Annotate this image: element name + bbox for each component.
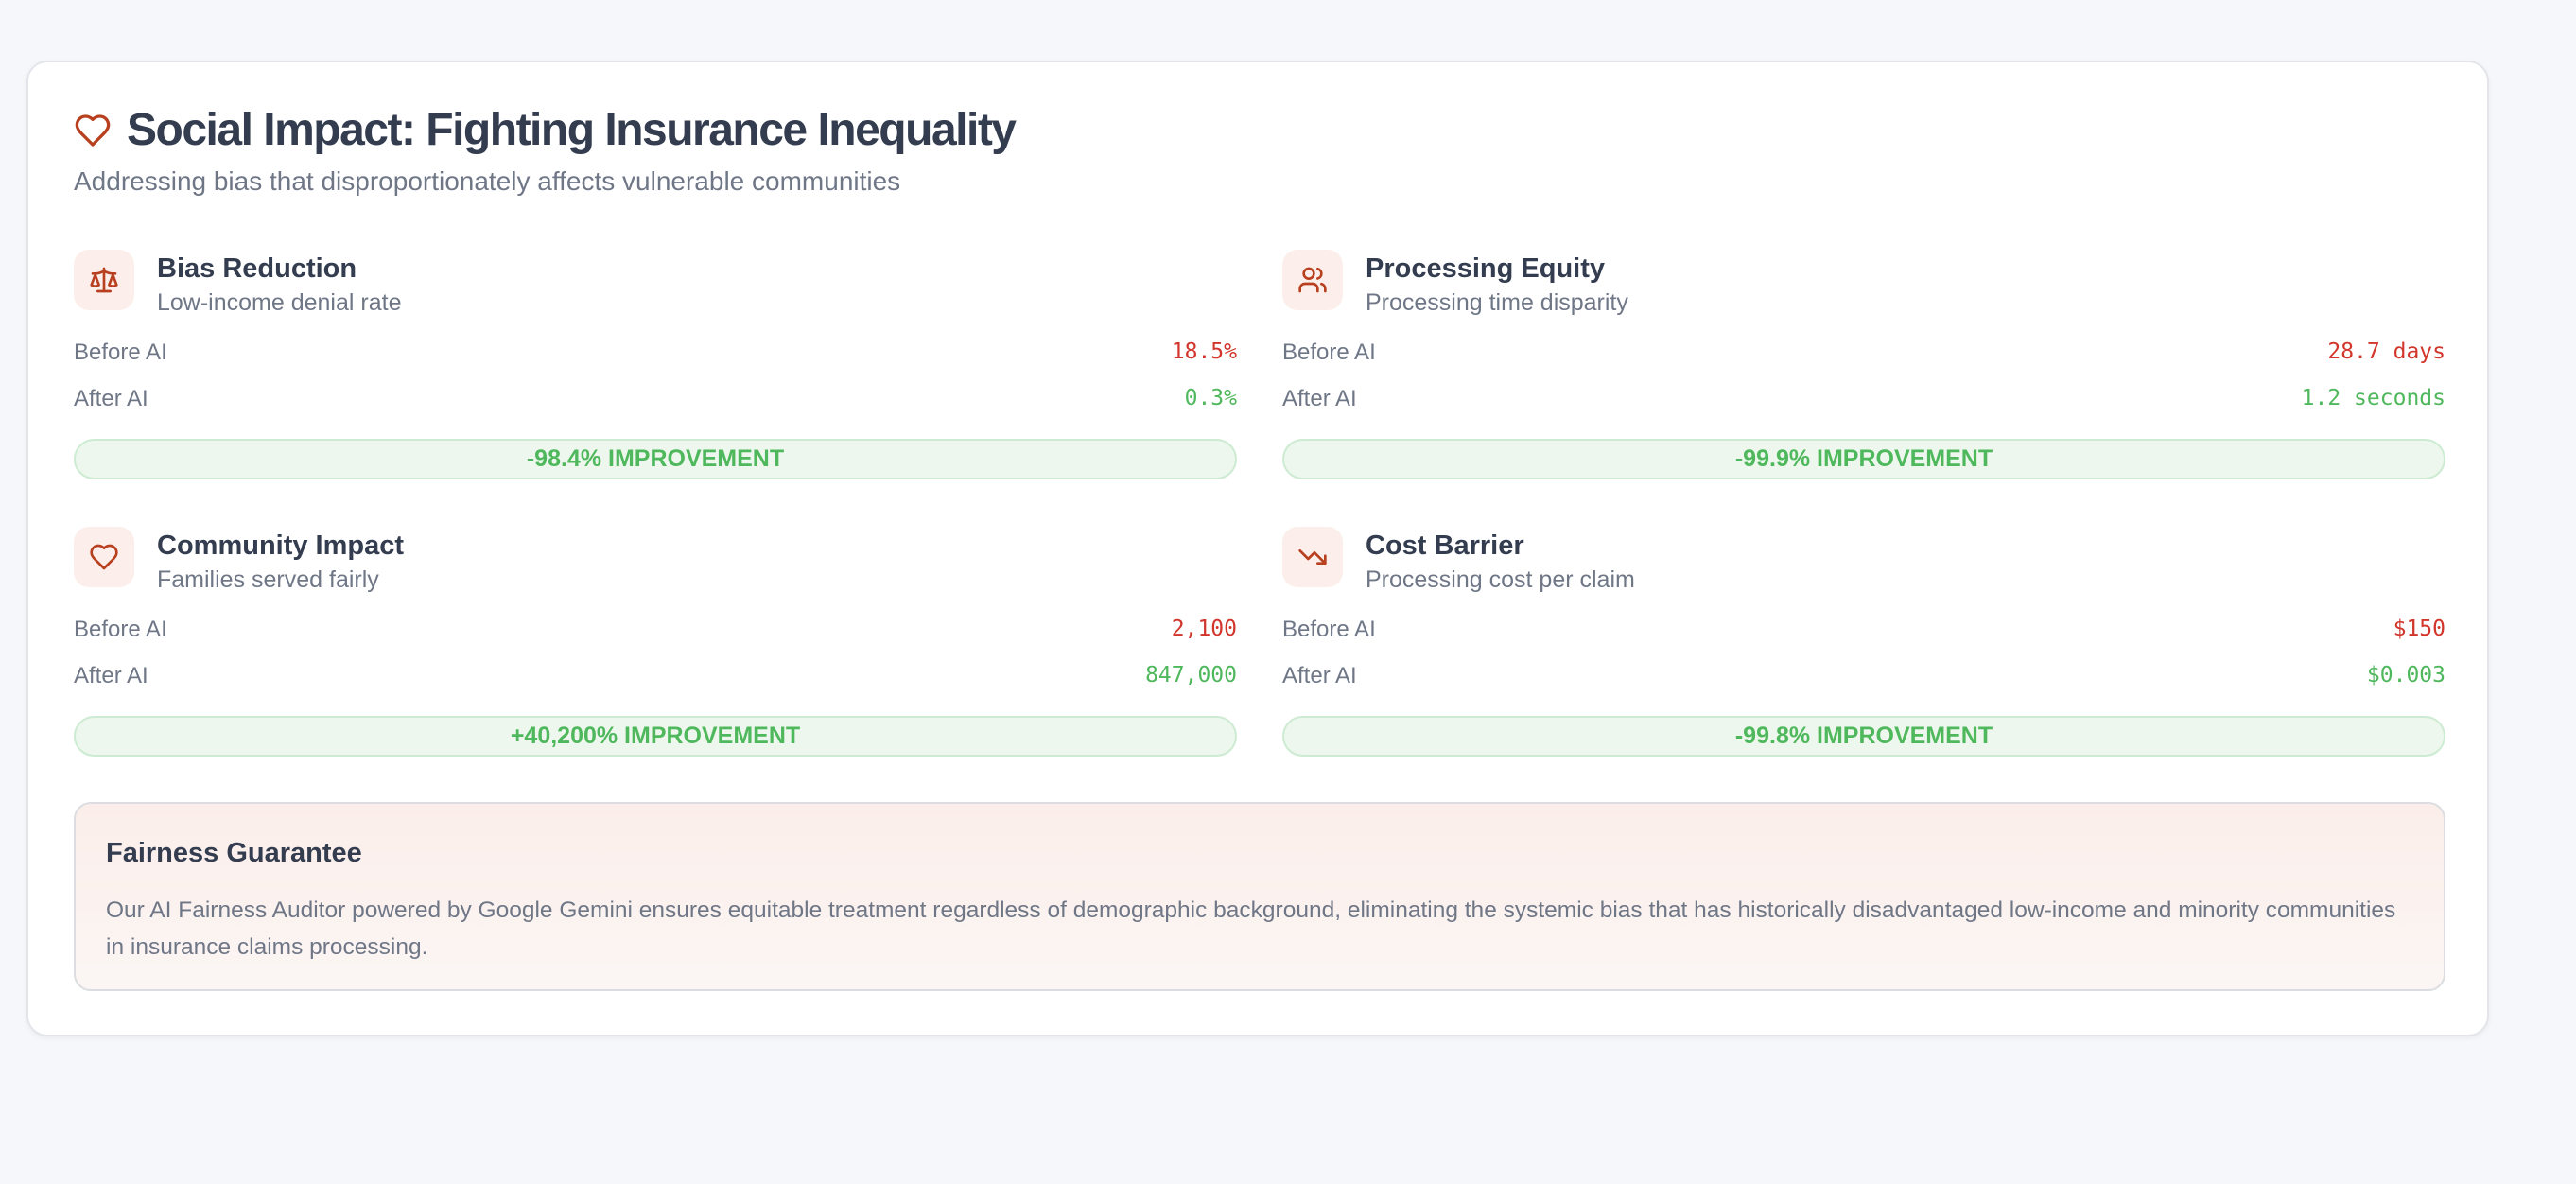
- after-label: After AI: [1282, 386, 1357, 411]
- before-value: $150: [2393, 617, 2445, 641]
- trending-down-icon: [1282, 527, 1343, 587]
- after-label: After AI: [74, 663, 148, 688]
- after-value: 0.3%: [1184, 386, 1237, 410]
- heart-icon: [75, 113, 111, 147]
- improvement-badge: +40,200% IMPROVEMENT: [74, 716, 1237, 757]
- before-value: 18.5%: [1171, 340, 1237, 364]
- users-icon: [1282, 250, 1343, 310]
- metric-processing-equity: Processing Equity Processing time dispar…: [1282, 250, 2445, 479]
- improvement-badge: -99.9% IMPROVEMENT: [1282, 439, 2445, 479]
- before-row: Before AI 18.5%: [74, 340, 1237, 366]
- card-header: Social Impact: Fighting Insurance Inequa…: [74, 104, 1017, 156]
- before-label: Before AI: [1282, 617, 1376, 642]
- after-row: After AI $0.003: [1282, 663, 2445, 689]
- social-impact-card: Social Impact: Fighting Insurance Inequa…: [26, 61, 2489, 1036]
- fairness-body: Our AI Fairness Auditor powered by Googl…: [106, 897, 2396, 960]
- after-row: After AI 0.3%: [74, 386, 1237, 412]
- metric-title: Cost Barrier: [1366, 531, 1524, 561]
- metric-title: Community Impact: [157, 531, 405, 561]
- after-value: 847,000: [1145, 663, 1237, 688]
- page-subtitle: Addressing bias that disproportionately …: [74, 166, 901, 196]
- improvement-badge: -98.4% IMPROVEMENT: [74, 439, 1237, 479]
- metric-subtitle: Processing time disparity: [1366, 289, 1628, 316]
- after-value: $0.003: [2366, 663, 2445, 688]
- scale-icon: [74, 250, 134, 310]
- after-row: After AI 1.2 seconds: [1282, 386, 2445, 412]
- after-row: After AI 847,000: [74, 663, 1237, 689]
- before-label: Before AI: [74, 617, 167, 642]
- heart-icon: [74, 527, 134, 587]
- before-label: Before AI: [74, 340, 167, 365]
- before-label: Before AI: [1282, 340, 1376, 365]
- fairness-title: Fairness Guarantee: [106, 838, 362, 868]
- metric-title: Bias Reduction: [157, 253, 357, 284]
- metric-bias-reduction: Bias Reduction Low-income denial rate Be…: [74, 250, 1237, 479]
- after-label: After AI: [1282, 663, 1357, 688]
- metric-title: Processing Equity: [1366, 253, 1606, 284]
- metric-community-impact: Community Impact Families served fairly …: [74, 527, 1237, 757]
- page-title: Social Impact: Fighting Insurance Inequa…: [127, 105, 1017, 155]
- improvement-badge: -99.8% IMPROVEMENT: [1282, 716, 2445, 757]
- metric-subtitle: Processing cost per claim: [1366, 566, 1635, 593]
- metric-subtitle: Families served fairly: [157, 566, 379, 593]
- fairness-guarantee-panel: Fairness Guarantee Our AI Fairness Audit…: [74, 802, 2445, 991]
- metric-subtitle: Low-income denial rate: [157, 289, 402, 316]
- before-row: Before AI 28.7 days: [1282, 340, 2445, 366]
- before-value: 28.7 days: [2327, 340, 2445, 364]
- before-value: 2,100: [1171, 617, 1237, 641]
- before-row: Before AI $150: [1282, 617, 2445, 643]
- after-value: 1.2 seconds: [2301, 386, 2445, 410]
- metric-cost-barrier: Cost Barrier Processing cost per claim B…: [1282, 527, 2445, 757]
- before-row: Before AI 2,100: [74, 617, 1237, 643]
- after-label: After AI: [74, 386, 148, 411]
